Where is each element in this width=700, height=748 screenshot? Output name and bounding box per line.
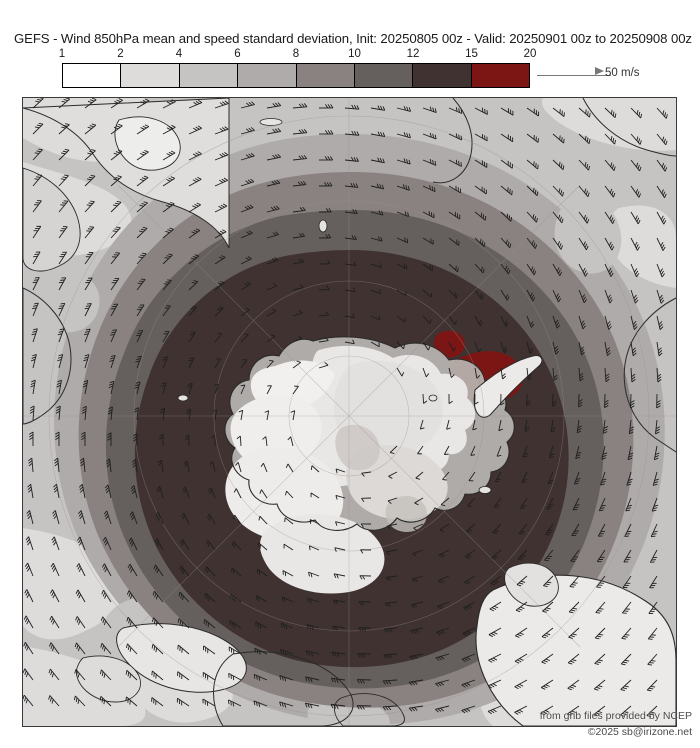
wind-barb-field — [23, 98, 668, 718]
colorbar-swatch-15-20 — [471, 64, 529, 87]
colorbar-tick-labels: 1 2 4 6 8 10 12 15 20 — [58, 48, 537, 62]
colorbar-tick-2: 4 — [175, 48, 183, 60]
page-title: GEFS - Wind 850hPa mean and speed standa… — [14, 31, 692, 46]
colorbar-tick-8: 20 — [523, 48, 537, 60]
small-islands — [177, 118, 492, 494]
band-4-6-notches — [38, 188, 622, 726]
colorbar-swatch-1-2 — [63, 64, 122, 87]
graticule — [23, 98, 676, 726]
colorbar-tick-1: 2 — [117, 48, 124, 60]
wind-barb-legend-label: 50 m/s — [605, 67, 640, 79]
colorbar-swatch-10-12 — [354, 64, 414, 87]
colorbar-swatch-2-4 — [121, 64, 180, 87]
colorbar-tick-0: 1 — [58, 48, 66, 60]
attribution-source: from grib files provided by NCEP — [539, 710, 692, 722]
colorbar-swatch-8-10 — [296, 64, 355, 87]
colorbar — [62, 63, 530, 88]
colorbar-swatch-6-8 — [238, 64, 297, 87]
attribution-copyright: ©2025 sb@irizone.net — [587, 726, 692, 738]
map-canvas — [23, 98, 676, 726]
wind-barb-legend: 50 m/s — [533, 63, 683, 88]
weather-map[interactable] — [22, 97, 677, 727]
colorbar-swatch-12-15 — [413, 64, 472, 87]
colorbar-tick-7: 15 — [465, 48, 478, 60]
colorbar-tick-3: 6 — [234, 48, 241, 60]
wind-barb-flag-icon — [595, 67, 604, 75]
wind-barb-icon — [537, 75, 611, 76]
colorbar-tick-6: 12 — [406, 48, 420, 60]
colorbar-swatches — [62, 63, 530, 88]
colorbar-tick-5: 10 — [348, 48, 361, 60]
colorbar-swatch-4-6 — [179, 64, 239, 87]
colorbar-tick-4: 8 — [292, 48, 300, 60]
